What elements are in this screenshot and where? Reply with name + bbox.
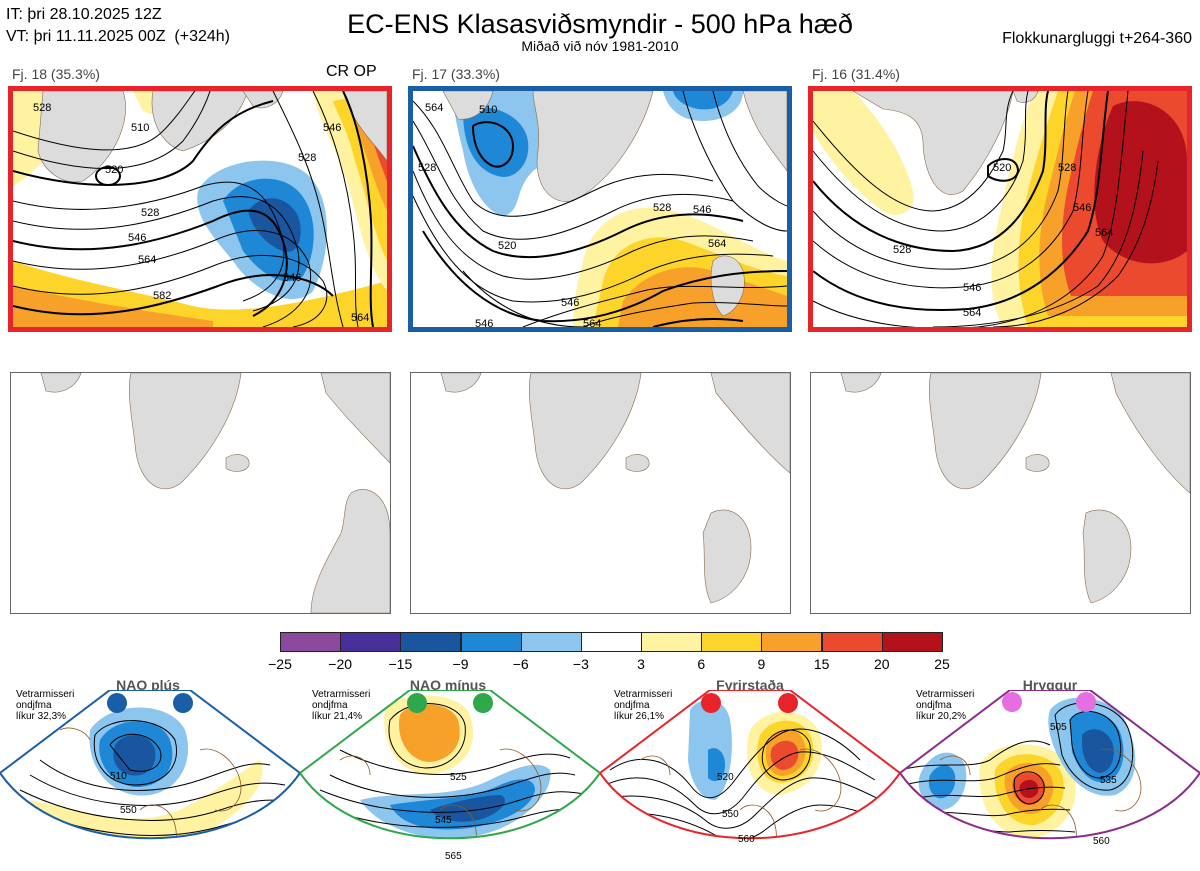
colorbar-cell: [821, 632, 883, 652]
colorbar-cell: [580, 632, 642, 652]
regime-2-map[interactable]: 525 545 565: [300, 690, 600, 871]
colorbar-tick-label: 15: [813, 656, 830, 672]
empty-map-1[interactable]: [10, 372, 391, 614]
contour-label: 510: [131, 122, 149, 134]
contour-label: 505: [1050, 722, 1067, 733]
regime-1-map[interactable]: 510 550: [0, 690, 300, 871]
contour-label: 528: [298, 152, 316, 164]
colorbar-cell: [761, 632, 823, 652]
colorbar-tick-label: 6: [697, 656, 706, 672]
contour-label: 550: [120, 805, 137, 816]
regime-3-map[interactable]: 520 550 560: [600, 690, 900, 871]
vt-line: VT: þri 11.11.2025 00Z (+324h): [6, 28, 230, 45]
cluster-3-label: Fj. 16 (31.4%): [812, 66, 900, 82]
colorbar-cell: [400, 632, 462, 652]
contour-label: 545: [435, 815, 452, 826]
colorbar-cell: [881, 632, 943, 652]
regime-3-title: Fyrirstaða: [716, 677, 784, 693]
colorbar-tick-label: 9: [757, 656, 766, 672]
contour-label: 528: [653, 202, 671, 214]
contour-label: 528: [141, 207, 159, 219]
colorbar-cell: [701, 632, 763, 652]
contour-label: 564: [708, 238, 726, 250]
contour-label: 546: [283, 272, 301, 284]
contour-label: 564: [351, 312, 369, 324]
colorbar-cell: [520, 632, 582, 652]
colorbar-cell: [340, 632, 402, 652]
contour-label: 520: [993, 162, 1011, 174]
contour-label: 564: [425, 102, 443, 114]
regime-4-desc: Vetrarmisseri ondjfma líkur 20,2%: [916, 689, 975, 722]
page-subtitle: Miðað við nóv 1981-2010: [521, 38, 679, 54]
regime-2-title: NAO mínus: [409, 677, 487, 693]
cluster-1-map[interactable]: 528 546 564 582 520 510 546 528 528 546 …: [8, 86, 392, 332]
contour-label: 546: [323, 122, 341, 134]
regime-1-desc: Vetrarmisseri ondjfma líkur 32,3%: [16, 689, 75, 722]
contour-label: 528: [893, 244, 911, 256]
page-title: EC-ENS Klasasviðsmyndir - 500 hPa hæð: [347, 9, 853, 39]
cluster-2-label: Fj. 17 (33.3%): [412, 66, 500, 82]
contour-label: 535: [1100, 775, 1117, 786]
colorbar-tick-label: 25: [934, 656, 950, 672]
contour-label: 565: [445, 851, 462, 862]
contour-label: 546: [693, 204, 711, 216]
contour-label: 528: [33, 102, 51, 114]
contour-label: 564: [1095, 227, 1113, 239]
regime-1-title: NAO plús: [116, 677, 180, 693]
window-label: Flokkunargluggi t+264-360: [1002, 30, 1192, 47]
contour-label: 560: [1093, 836, 1110, 847]
colorbar-cell: [460, 632, 522, 652]
contour-label: 510: [110, 771, 127, 782]
contour-label: 560: [738, 834, 755, 845]
regime-2-desc: Vetrarmisseri ondjfma líkur 21,4%: [312, 689, 371, 722]
contour-label: 550: [722, 809, 739, 820]
contour-label: 546: [475, 318, 493, 327]
colorbar-tick-label: 20: [874, 656, 890, 672]
contour-label: 520: [105, 164, 123, 176]
cluster-1-label: Fj. 18 (35.3%): [12, 66, 100, 82]
contour-label: 582: [153, 290, 171, 302]
contour-label: 528: [1058, 162, 1076, 174]
contour-label: 546: [128, 232, 146, 244]
contour-label: 546: [1073, 202, 1091, 214]
contour-label: 510: [479, 104, 497, 116]
colorbar-tick-label: −20: [328, 656, 353, 672]
colorbar-cell: [641, 632, 703, 652]
regime-3-desc: Vetrarmisseri ondjfma líkur 26,1%: [614, 689, 673, 722]
contour-label: 520: [717, 772, 734, 783]
empty-map-2[interactable]: [410, 372, 791, 614]
header-info: IT: þri 28.10.2025 12Z VT: þri 11.11.202…: [6, 4, 230, 48]
contour-label: 564: [583, 318, 601, 327]
it-line: IT: þri 28.10.2025 12Z: [6, 6, 162, 23]
contour-label: 520: [498, 240, 516, 252]
colorbar-tick-label: −3: [572, 656, 589, 672]
colorbar-tick-label: −25: [268, 656, 292, 672]
colorbar-cell: [280, 632, 341, 652]
colorbar-tick-label: −9: [452, 656, 469, 672]
regime-4-map[interactable]: 505 535 560: [900, 690, 1200, 871]
contour-label: 528: [418, 162, 436, 174]
contour-label: 564: [963, 307, 981, 319]
cluster-2-map[interactable]: 510 528 546 520 546 564 564 546 564 528: [408, 86, 792, 332]
cluster-3-map[interactable]: 520 528 546 564 528 546 564: [808, 86, 1192, 332]
colorbar-tick-label: −15: [388, 656, 413, 672]
empty-map-3[interactable]: [810, 372, 1191, 614]
contour-label: 546: [963, 282, 981, 294]
colorbar-tick-label: 3: [637, 656, 645, 672]
colorbar-tick-label: −6: [512, 656, 529, 672]
contour-label: 564: [138, 254, 156, 266]
regime-4-title: Hryggur: [1022, 677, 1078, 693]
contour-label: 546: [561, 297, 579, 309]
contour-label: 525: [450, 772, 467, 783]
cluster-1-tag: CR OP: [326, 63, 377, 80]
